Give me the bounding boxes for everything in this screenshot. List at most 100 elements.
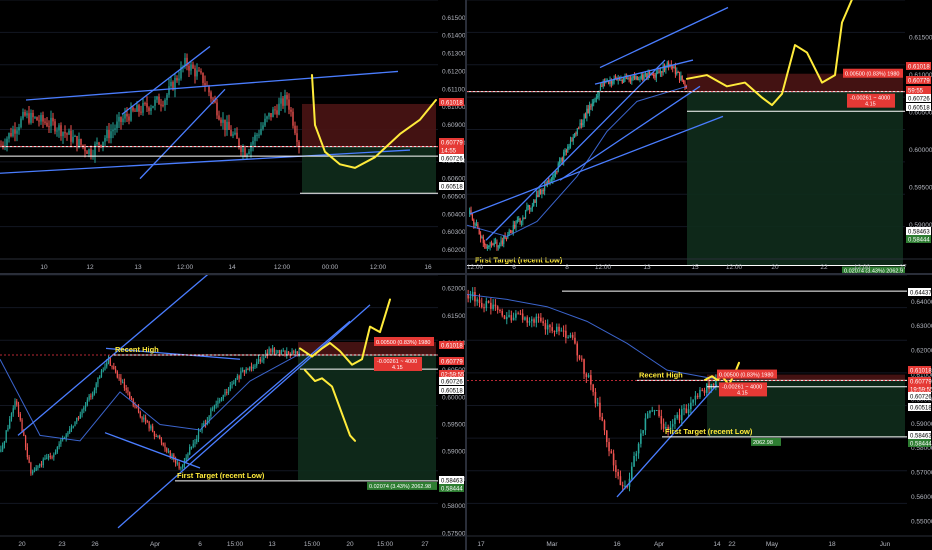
price-label-text: 0.58463 — [908, 230, 930, 236]
candle-body — [508, 230, 510, 235]
candle-body — [628, 77, 630, 80]
candle-body — [282, 350, 284, 352]
pane-divider-horizontal[interactable] — [0, 273, 932, 275]
candle-body — [56, 130, 58, 132]
candle-body — [248, 151, 250, 154]
price-label-box — [906, 94, 931, 102]
price-label-text: 0.60518 — [910, 406, 932, 412]
candle-body — [599, 402, 601, 417]
chart-bottom-right[interactable]: Recent High First Target (recent Low) 0.00… — [467, 275, 932, 550]
candle-body — [701, 389, 704, 391]
candle-body — [560, 157, 562, 160]
price-tick-label: 0.60000 — [909, 147, 932, 154]
candle-body — [671, 424, 674, 427]
candle-body — [233, 382, 235, 384]
candle-body — [247, 368, 249, 371]
candle-body — [278, 103, 280, 115]
candle-body — [478, 228, 480, 235]
pane-divider-vertical[interactable] — [465, 0, 467, 550]
candle-body — [154, 99, 156, 106]
candle-body — [562, 330, 565, 332]
candle-body — [649, 411, 651, 414]
candle-body — [17, 404, 20, 415]
candle-body — [30, 112, 32, 123]
price-label-text: 0.60518 — [908, 106, 930, 112]
candle-body — [160, 438, 163, 443]
candle-body — [528, 321, 531, 323]
price-tick-label: 0.62000 — [911, 348, 932, 355]
candle-body — [152, 105, 154, 108]
candle-body — [116, 121, 118, 129]
price-label-text: 0.58444 — [908, 238, 930, 244]
chart-bottom-left[interactable]: Recent High First Target (recent Low) 0.00… — [0, 275, 465, 550]
candle-body — [162, 104, 164, 106]
pane-bottom-right[interactable]: Recent High First Target (recent Low) 0.00… — [467, 275, 932, 550]
candle-body — [499, 310, 501, 312]
candle-body — [76, 136, 78, 148]
candle-body — [140, 111, 142, 113]
trend-channel-line — [599, 6, 729, 69]
time-tick-label: 20 — [346, 541, 354, 548]
candle-body — [192, 64, 194, 69]
candle-body — [534, 200, 536, 203]
candle-body — [680, 409, 683, 421]
candle-body — [659, 71, 662, 73]
annotation-label: First Target (recent Low) — [475, 256, 563, 265]
annotation-label: Recent High — [115, 345, 159, 354]
candle-body — [116, 371, 118, 378]
candle-body — [485, 245, 487, 248]
candle-body — [106, 362, 108, 367]
price-label-text: 19:59:55 — [910, 388, 932, 394]
candle-body — [676, 414, 679, 419]
candle-body — [684, 82, 686, 86]
candle-body — [194, 442, 196, 444]
price-label-text: 0.58444 — [441, 487, 463, 493]
candle-body — [629, 79, 632, 81]
reward-box — [367, 481, 437, 490]
candle-body — [667, 426, 669, 430]
candle-body — [215, 403, 217, 406]
candle-body — [104, 138, 106, 142]
price-label-box — [439, 154, 464, 162]
trend-channel-line — [594, 59, 694, 85]
candle-body — [95, 383, 97, 391]
candle-body — [226, 391, 228, 394]
candle-body — [9, 418, 11, 429]
candle-body — [28, 456, 30, 463]
candle-body — [236, 132, 238, 139]
pane-top-right[interactable]: First Target (recent Low) 0.00500 (0.83%)… — [467, 0, 932, 273]
price-tick-label: 0.60900 — [442, 122, 465, 129]
time-tick-label: 8 — [565, 264, 569, 271]
candle-body — [540, 317, 542, 322]
pane-bottom-left[interactable]: Recent High First Target (recent Low) 0.00… — [0, 275, 465, 550]
candle-body — [21, 419, 23, 433]
candle-body — [633, 75, 636, 79]
candle-body — [12, 408, 14, 414]
candle-body — [270, 348, 272, 353]
candle-body — [99, 376, 101, 378]
candle-body — [588, 105, 591, 114]
chart-top-left[interactable]: 0.61500 0.61400 0.61300 0.61200 0.61100 0.610… — [0, 0, 465, 273]
candle-body — [685, 408, 688, 414]
candle-body — [122, 382, 124, 384]
candle-body — [291, 351, 293, 355]
candle-body — [284, 95, 286, 106]
candle-body — [256, 134, 258, 136]
candle-body — [53, 454, 55, 458]
pane-top-left[interactable]: 0.61500 0.61400 0.61300 0.61200 0.61100 0.610… — [0, 0, 465, 273]
candle-body — [33, 470, 36, 472]
candle-body — [268, 348, 270, 355]
time-tick-label: 10 — [40, 264, 48, 271]
candle-body — [494, 304, 497, 307]
candle-body — [703, 390, 706, 393]
candle-body — [518, 218, 520, 220]
candle-body — [109, 357, 111, 366]
candle-body — [19, 414, 21, 420]
candle-body — [254, 365, 256, 367]
chart-top-right[interactable]: First Target (recent Low) 0.00500 (0.83%)… — [467, 0, 932, 273]
candle-body — [171, 454, 173, 458]
candle-body — [137, 407, 140, 412]
candle-body — [644, 418, 647, 431]
projection-path — [304, 369, 356, 442]
